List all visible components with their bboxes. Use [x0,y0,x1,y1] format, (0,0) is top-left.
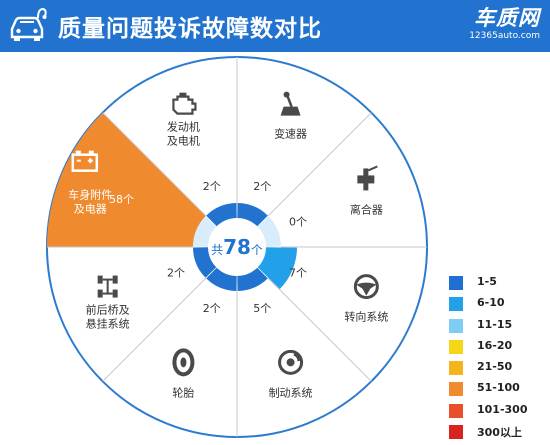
ring-segment-4 [206,267,237,291]
legend-swatch [449,403,463,418]
ring-highlight-2 [267,247,297,289]
category-label-1: 离合器 [350,202,383,216]
ring-segment-0 [237,203,268,227]
brake-disc-icon [278,349,304,375]
brand-url: 12365auto.com [469,31,540,41]
value-label-4: 2个 [203,302,221,315]
steering-wheel-icon [353,274,379,300]
value-label-1: 0个 [289,216,307,229]
value-label-0: 2个 [253,180,271,193]
center-disc [210,220,264,274]
tire-icon [172,348,195,377]
ring-segment-1 [257,216,281,247]
legend-swatch [449,382,463,397]
category-label-6: 车身附件 [68,187,112,201]
page-title: 质量问题投诉故障数对比 [58,16,322,42]
legend-swatch [449,276,463,290]
legend-swatch [449,318,463,333]
pie-divider [267,112,372,217]
category-label-7: 及电机 [167,134,200,148]
value-label-7: 2个 [203,180,221,193]
complaint-pie-chart: 共78个2个变速器0个离合器7个转向系统5个制动系统2个轮胎2个前后桥及悬挂系统… [46,56,428,438]
header-bar: 质量问题投诉故障数对比 车质网 12365auto.com [0,0,550,52]
ring-segment-7 [206,203,237,227]
value-label-2: 7个 [289,266,307,279]
legend-label: 300以上 [477,426,522,440]
legend-label: 16-20 [477,338,513,352]
category-label-7: 发动机 [167,120,200,134]
clutch-icon [357,165,378,191]
category-label-4: 轮胎 [172,385,194,399]
car-stethoscope-icon [10,7,47,41]
brand-logo: 车质网 12365auto.com [469,6,540,42]
total-label: 共78个 [211,235,263,259]
category-label-5: 前后桥及 [86,303,130,317]
gear-shifter-icon [280,91,301,116]
legend-swatch [449,425,463,440]
ring-segment-6 [193,216,217,247]
legend-label: 1-5 [477,275,497,288]
pie-divider [102,112,207,217]
value-label-6: 58个 [109,193,134,206]
category-label-5: 悬挂系统 [86,317,130,331]
legend-label: 11-15 [477,317,513,331]
value-label-5: 2个 [167,266,185,279]
legend-label: 21-50 [477,360,513,374]
category-label-6: 及电器 [74,202,107,215]
value-label-3: 5个 [253,302,271,315]
battery-icon [71,150,99,172]
legend-swatch [449,361,463,376]
category-label-2: 转向系统 [344,310,388,324]
legend-swatch [449,339,463,354]
legend-label: 51-100 [477,381,520,395]
brand-name: 车质网 [474,6,540,30]
ring-segment-5 [193,247,217,278]
legend-swatch [449,297,463,312]
ring-segment-2 [257,247,281,278]
engine-icon [172,92,197,115]
category-label-0: 变速器 [274,127,307,141]
pie-divider [102,277,207,382]
chassis-axle-icon [97,275,118,298]
legend-label: 6-10 [477,296,505,310]
pie-divider [267,277,372,382]
pie-slice-6 [47,112,206,247]
ring-segment-3 [237,267,268,291]
legend-label: 101-300 [477,402,528,416]
category-label-3: 制动系统 [269,386,313,399]
